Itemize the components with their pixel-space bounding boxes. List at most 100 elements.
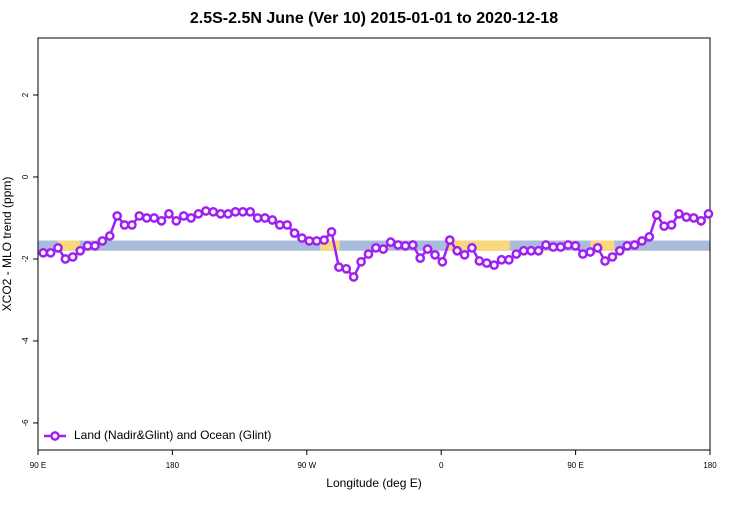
legend-label: Land (Nadir&Glint) and Ocean (Glint) [74, 428, 271, 442]
data-point [570, 240, 581, 251]
data-point [607, 252, 618, 262]
data-point [75, 245, 86, 256]
data-point [496, 254, 507, 265]
data-point [371, 243, 381, 253]
data-point [156, 215, 167, 226]
data-point [385, 237, 396, 248]
data-point [474, 256, 485, 266]
data-point [164, 209, 174, 219]
y-axis-label: XCO2 - MLO trend (ppm) [0, 177, 14, 312]
data-point [622, 240, 633, 251]
y-tick-label: 0 [21, 174, 30, 179]
data-point [245, 206, 256, 217]
data-point [171, 215, 182, 226]
data-point [208, 206, 219, 217]
data-point [651, 210, 662, 220]
data-point [201, 206, 211, 216]
data-point [348, 272, 359, 282]
data-point [526, 245, 536, 256]
data-point [378, 244, 389, 254]
data-point [260, 213, 270, 223]
data-point [400, 240, 411, 251]
data-point [452, 245, 463, 256]
data-point [592, 243, 603, 253]
data-point [481, 258, 492, 268]
data-point [444, 235, 455, 245]
data-point [459, 250, 470, 260]
x-tick-label: 180 [166, 461, 180, 470]
plot-frame [37, 37, 711, 451]
data-point [415, 253, 426, 263]
data-point [127, 220, 137, 230]
data-point [90, 240, 100, 251]
data-point [311, 236, 322, 246]
x-tick-label: 180 [703, 461, 717, 470]
data-point [666, 220, 677, 230]
data-point [644, 231, 655, 242]
data-point [38, 247, 49, 258]
data-point [563, 240, 573, 250]
data-point [600, 256, 610, 266]
data-point [297, 233, 307, 243]
data-point [223, 209, 233, 219]
y-tick-label: -4 [21, 337, 30, 345]
x-tick-label: 90 W [297, 461, 316, 470]
x-tick-label: 90 E [567, 461, 583, 470]
land-segment [590, 240, 615, 251]
data-point [614, 245, 625, 256]
chart-title: 2.5S-2.5N June (Ver 10) 2015-01-01 to 20… [190, 10, 558, 27]
data-point [541, 240, 551, 250]
data-point [681, 212, 692, 222]
data-point [97, 236, 108, 246]
y-tick-label: -2 [21, 255, 30, 263]
data-point [186, 213, 196, 223]
data-point [53, 243, 63, 253]
data-point [504, 254, 514, 265]
data-point [511, 249, 522, 259]
data-point [393, 240, 403, 250]
data-point [674, 209, 684, 219]
data-point [629, 240, 640, 250]
data-point [467, 243, 477, 253]
data-point [319, 235, 329, 245]
data-point [548, 242, 559, 252]
data-point [67, 252, 78, 262]
data-point [555, 242, 566, 252]
data-point [193, 209, 204, 219]
data-point [134, 211, 145, 221]
data-point [334, 262, 344, 273]
land-segment [447, 240, 510, 251]
y-tick-label: 2 [21, 92, 30, 97]
data-point [215, 209, 226, 219]
data-point [304, 236, 315, 246]
data-point [437, 256, 448, 267]
data-point [637, 236, 647, 246]
data-point [407, 240, 418, 250]
data-point [703, 209, 714, 219]
data-point [489, 260, 499, 270]
data-point [274, 220, 285, 230]
data-point [104, 231, 115, 241]
data-point [422, 244, 433, 254]
data-point [178, 211, 189, 221]
data-point [696, 215, 706, 226]
y-tick-label: -6 [21, 419, 30, 427]
data-point [141, 213, 152, 223]
data-point [688, 213, 699, 223]
data-point [267, 215, 278, 225]
data-point [119, 220, 130, 230]
land-segment [57, 240, 80, 251]
land-segment [320, 240, 340, 251]
x-axis-label: Longitude (deg E) [326, 476, 421, 490]
data-point [341, 263, 352, 274]
data-point [45, 247, 56, 258]
data-point [577, 249, 588, 259]
data-point [252, 213, 263, 223]
legend-marker [50, 431, 60, 441]
data-point [282, 220, 293, 230]
data-point [237, 206, 248, 217]
data-point [533, 245, 544, 256]
data-point [356, 256, 366, 267]
data-point [585, 247, 596, 257]
